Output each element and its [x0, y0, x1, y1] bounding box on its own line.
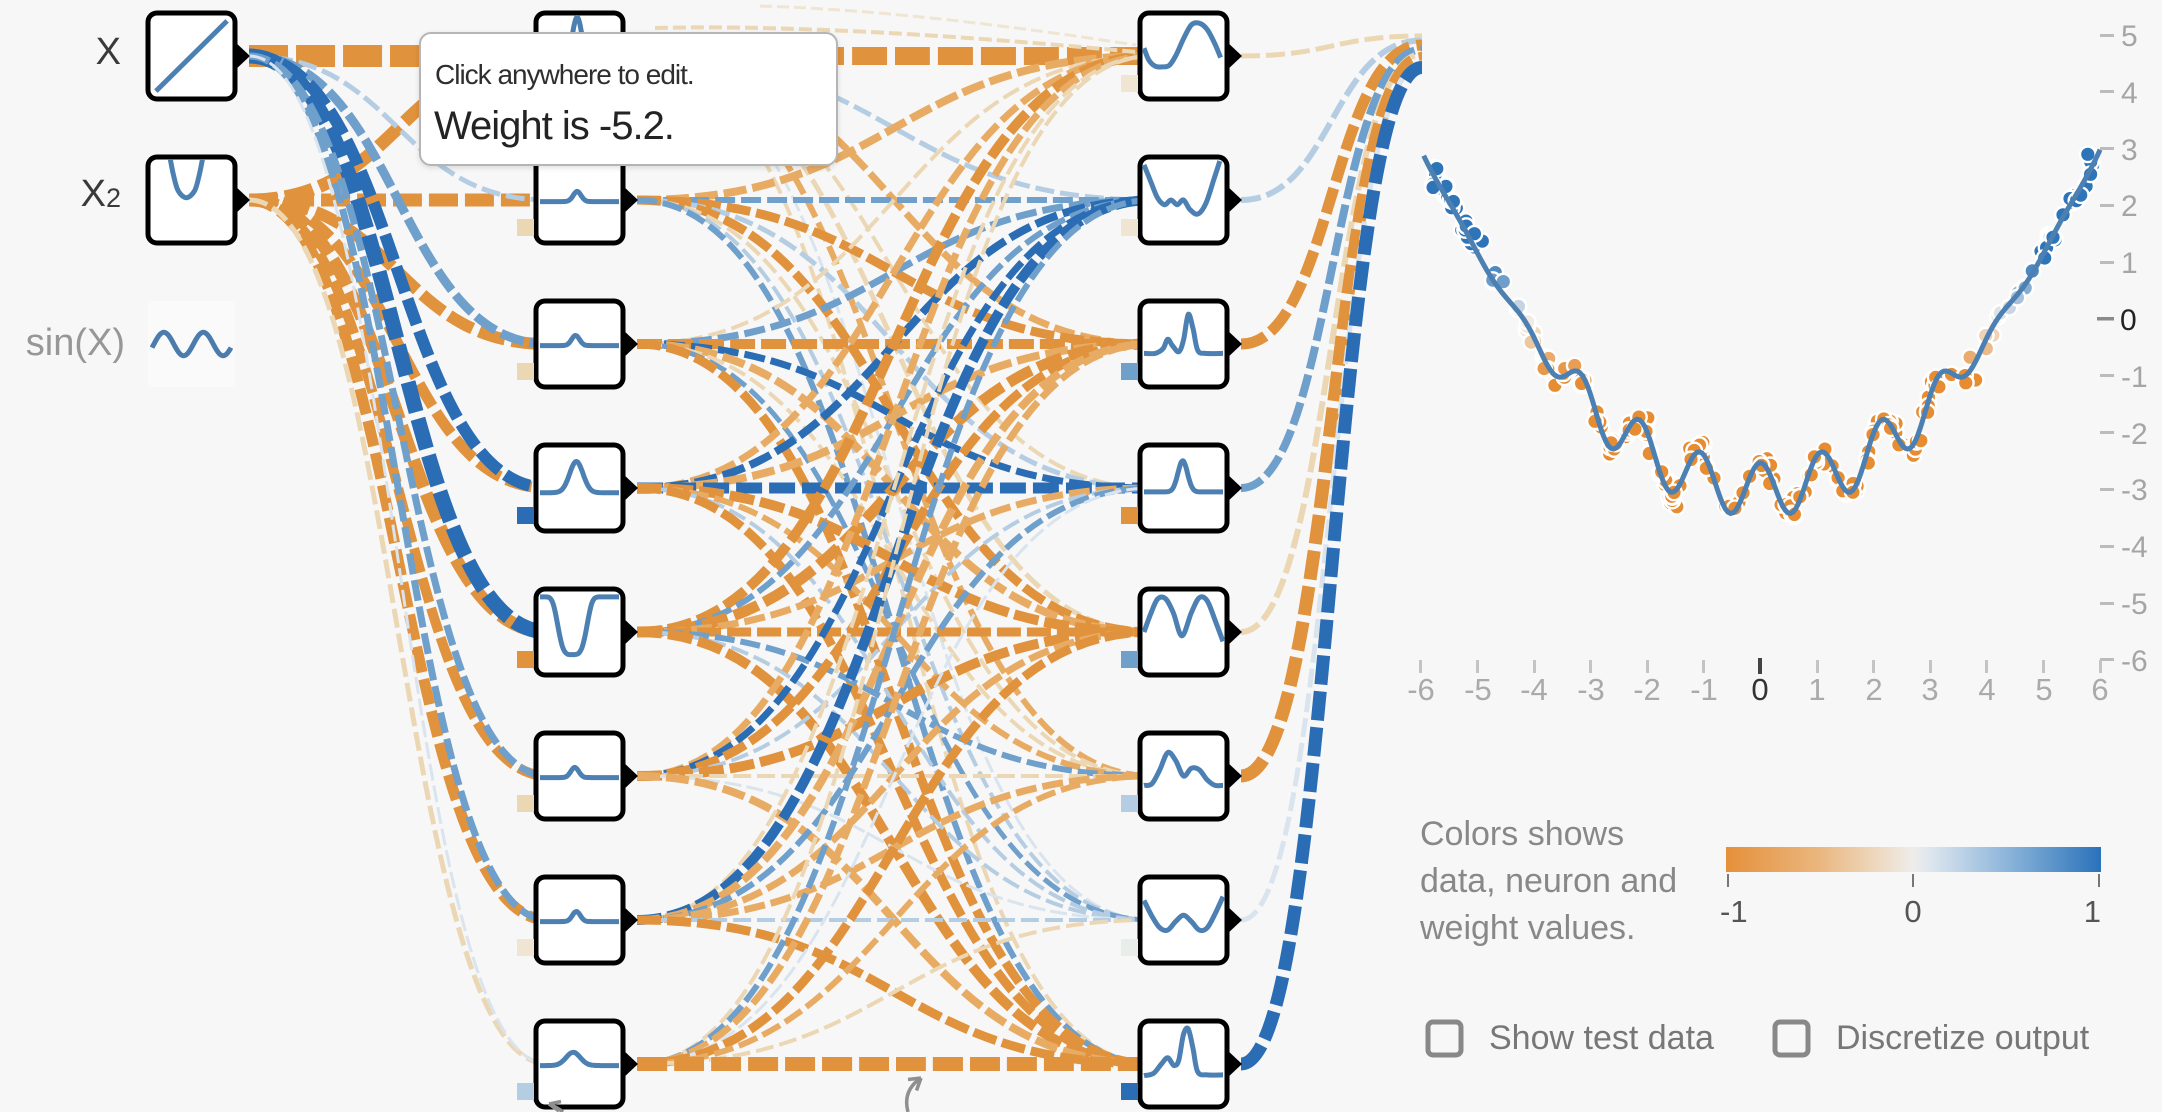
svg-text:3: 3 [1921, 672, 1938, 707]
svg-text:-1: -1 [1690, 672, 1718, 707]
svg-text:6: 6 [2091, 672, 2108, 707]
svg-text:-6: -6 [1407, 672, 1435, 707]
svg-text:X: X [96, 31, 121, 73]
svg-text:5: 5 [2035, 672, 2052, 707]
svg-text:Colors shows: Colors shows [1420, 815, 1624, 853]
svg-text:-4: -4 [1520, 672, 1548, 707]
svg-text:5: 5 [2121, 20, 2138, 53]
svg-text:-5: -5 [1464, 672, 1492, 707]
svg-text:4: 4 [2121, 77, 2138, 110]
svg-text:-4: -4 [2121, 531, 2148, 564]
svg-text:Discretize output: Discretize output [1836, 1019, 2090, 1057]
svg-text:1: 1 [1808, 672, 1825, 707]
svg-text:4: 4 [1978, 672, 1995, 707]
svg-text:0: 0 [2120, 304, 2137, 337]
svg-text:Show test data: Show test data [1489, 1019, 1714, 1057]
svg-text:1: 1 [2084, 894, 2101, 929]
svg-text:-6: -6 [2121, 645, 2148, 678]
svg-text:0: 0 [1904, 894, 1921, 929]
svg-text:-3: -3 [2121, 474, 2148, 507]
svg-text:-1: -1 [2121, 361, 2148, 394]
svg-text:-5: -5 [2121, 588, 2148, 621]
svg-text:-2: -2 [2121, 418, 2148, 451]
svg-text:-3: -3 [1577, 672, 1605, 707]
svg-text:3: 3 [2121, 134, 2138, 167]
svg-text:-1: -1 [1720, 894, 1748, 929]
svg-text:0: 0 [1751, 672, 1768, 707]
svg-text:2: 2 [1865, 672, 1882, 707]
svg-text:data, neuron and: data, neuron and [1420, 862, 1677, 900]
svg-text:sin(X): sin(X) [26, 322, 125, 364]
svg-text:weight values.: weight values. [1419, 909, 1635, 947]
svg-text:2: 2 [2121, 190, 2138, 223]
svg-text:X2: X2 [81, 173, 121, 215]
svg-text:1: 1 [2121, 247, 2138, 280]
svg-text:-2: -2 [1633, 672, 1661, 707]
